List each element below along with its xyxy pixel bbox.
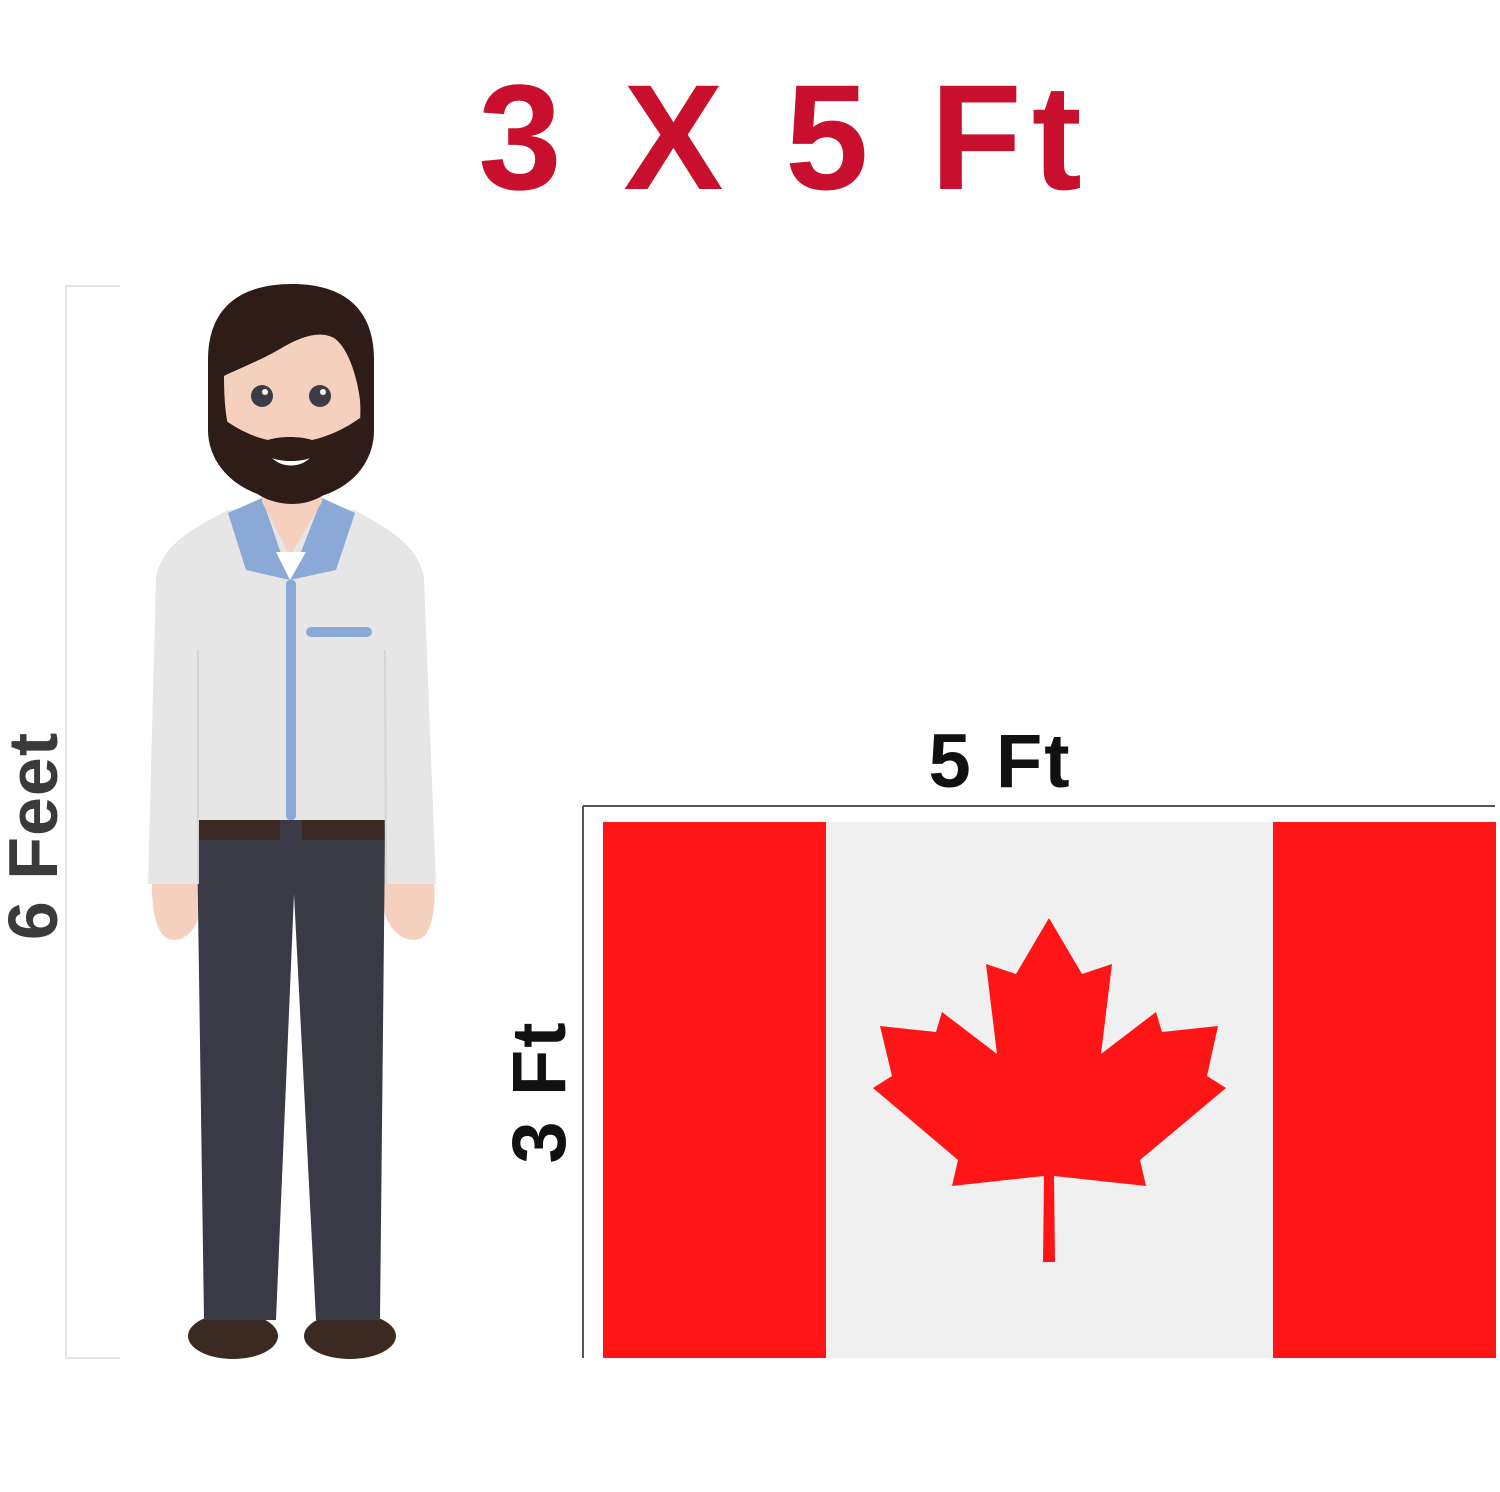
flag-dimension-lines <box>582 805 1495 1358</box>
undershirt <box>276 552 306 580</box>
person-height-measure-line <box>65 285 120 1359</box>
shirt-collar-left <box>228 498 290 580</box>
shirt-sleeve-seam <box>197 649 387 885</box>
left-eye <box>251 385 273 407</box>
left-eye-highlight <box>262 389 268 395</box>
right-shoe <box>304 1313 396 1359</box>
belt-buckle <box>280 818 302 840</box>
right-eye-highlight <box>320 389 326 395</box>
flag-red-left-band <box>603 822 826 1358</box>
size-title: 3 X 5 Ft <box>478 53 1092 221</box>
face <box>224 334 361 452</box>
shirt-pocket <box>306 627 372 637</box>
mouth <box>272 458 310 466</box>
pants <box>197 836 385 1320</box>
flag-red-right-band <box>1273 822 1496 1358</box>
canada-flag <box>603 822 1496 1358</box>
shirt-placket <box>286 580 296 820</box>
shirt-collar-right <box>290 498 355 580</box>
maple-leaf-icon <box>873 918 1226 1262</box>
right-hand <box>384 876 435 940</box>
right-eye <box>309 385 331 407</box>
left-hand <box>151 876 200 940</box>
left-shoe <box>188 1313 278 1359</box>
flag-width-label: 5 Ft <box>928 719 1072 804</box>
person-illustration <box>148 284 436 1359</box>
